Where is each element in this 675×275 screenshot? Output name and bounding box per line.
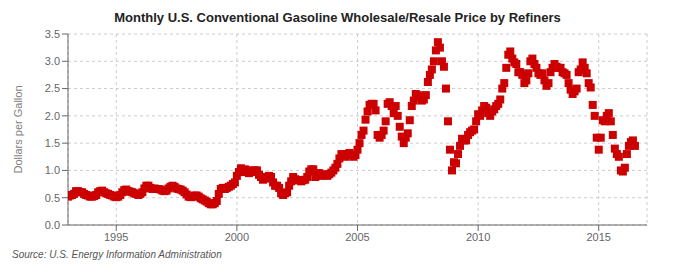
svg-text:2015: 2015 [587, 231, 611, 243]
svg-text:1.5: 1.5 [45, 137, 60, 149]
svg-text:3.5: 3.5 [45, 28, 60, 40]
svg-text:1995: 1995 [104, 231, 128, 243]
svg-text:0.0: 0.0 [45, 219, 60, 231]
svg-text:2010: 2010 [466, 231, 490, 243]
svg-text:1.0: 1.0 [45, 164, 60, 176]
svg-text:2005: 2005 [345, 231, 369, 243]
html-text:Source: U.S. Energy Informatio: Source: U.S. Energy Information Administ… [12, 249, 222, 260]
svg-text:0.5: 0.5 [45, 192, 60, 204]
svg-text:2000: 2000 [225, 231, 249, 243]
svg-text:Dollars per Gallon: Dollars per Gallon [12, 85, 24, 173]
svg-text:2.5: 2.5 [45, 82, 60, 94]
svg-text:2.0: 2.0 [45, 110, 60, 122]
svg-text:3.0: 3.0 [45, 55, 60, 67]
html-text:Monthly U.S. Conventional Gaso: Monthly U.S. Conventional Gasoline Whole… [114, 10, 561, 25]
